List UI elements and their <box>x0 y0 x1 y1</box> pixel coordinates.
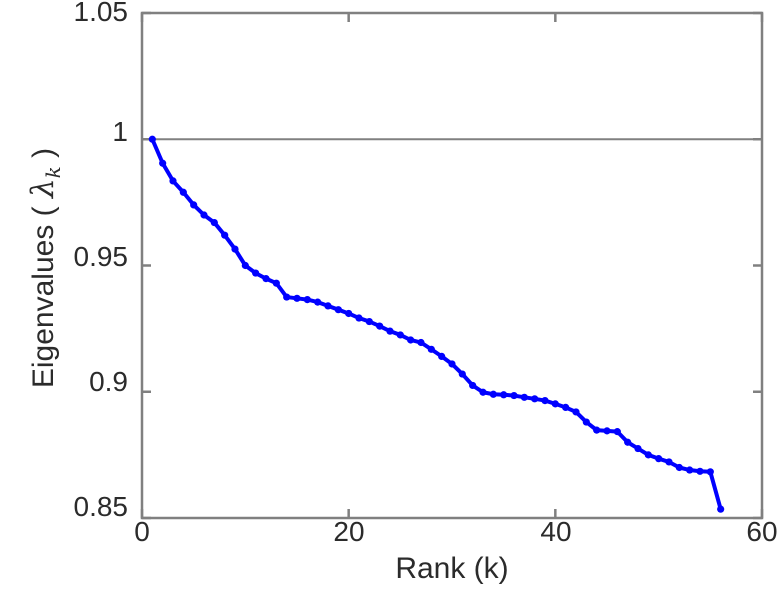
eigenvalue-series <box>148 135 725 513</box>
x-tick-label-20: 20 <box>333 516 365 547</box>
x-axis-label: Rank (k) <box>395 552 509 585</box>
y-tick-label-095: 0.95 <box>73 241 129 272</box>
axis-ticks <box>140 11 764 520</box>
y-tick-label-1: 1 <box>112 116 128 147</box>
y-tick-label-09: 0.9 <box>89 366 128 397</box>
x-tick-label-0: 0 <box>134 516 150 547</box>
y-tick-label-085: 0.85 <box>73 491 129 522</box>
axes-box <box>140 11 764 520</box>
x-tick-label-40: 40 <box>540 516 572 547</box>
x-tick-label-60: 60 <box>746 516 778 547</box>
y-tick-label-105: 1.05 <box>73 0 129 27</box>
